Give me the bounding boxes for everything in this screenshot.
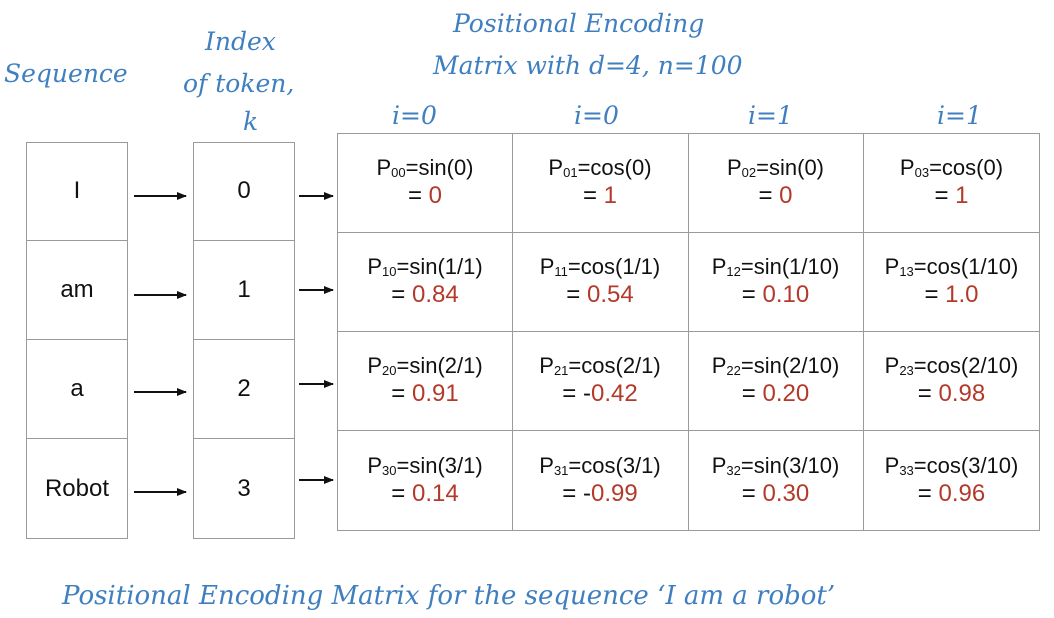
index-heading-line2: of token, (183, 69, 295, 98)
cell-value: 1 (603, 182, 618, 210)
column-header-0: i=0 (392, 101, 437, 130)
cell-result: = 0.14 (391, 480, 459, 508)
index-divider (193, 240, 295, 241)
cell-formula: P20=sin(2/1) (367, 352, 483, 378)
token-cell: I (73, 177, 81, 204)
cell-formula: P11=cos(1/1) (539, 253, 661, 279)
sequence-heading: Sequence (4, 59, 128, 88)
cell-result: = 0.91 (391, 380, 459, 408)
matrix-cell: P21=cos(2/1) = -0.42 (512, 331, 688, 430)
cell-formula: P00=sin(0) (376, 154, 474, 180)
cell-result: = 1 (582, 182, 618, 210)
matrix-cell: P33=cos(3/10) = 0.96 (863, 430, 1040, 531)
matrix-cell: P32=sin(3/10) = 0.30 (688, 430, 863, 531)
cell-formula: P32=sin(3/10) (711, 452, 840, 478)
column-header-1: i=0 (574, 101, 619, 130)
index-cell: 2 (237, 375, 251, 402)
cell-value: 0.10 (762, 281, 810, 309)
sequence-divider (26, 339, 128, 340)
token-cell: Robot (44, 475, 110, 502)
matrix-cell: P20=sin(2/1) = 0.91 (337, 331, 513, 430)
cell-result: = 0.84 (391, 281, 459, 309)
matrix-divider (337, 232, 1040, 233)
index-divider (193, 438, 295, 439)
matrix-divider (863, 133, 864, 531)
cell-formula: P31=cos(3/1) (539, 452, 661, 478)
matrix-cell: P03=cos(0) = 1 (863, 133, 1040, 232)
cell-value: 0.54 (586, 281, 634, 309)
index-cell: 3 (237, 475, 251, 502)
index-heading-line3: k (243, 107, 259, 136)
cell-result: = 1 (934, 182, 969, 210)
cell-result: = 0.30 (741, 480, 810, 508)
cell-value: 0 (779, 182, 793, 210)
matrix-divider (512, 133, 513, 531)
matrix-cell: P02=sin(0) = 0 (688, 133, 863, 232)
index-cell: 1 (237, 276, 251, 303)
cell-value: 0 (428, 182, 443, 210)
matrix-divider (337, 331, 1040, 332)
cell-value: 0.96 (938, 480, 986, 508)
cell-result: = 0.54 (566, 281, 634, 309)
matrix-cell: P30=sin(3/1) = 0.14 (337, 430, 513, 531)
cell-result: = 0.20 (741, 380, 810, 408)
cell-formula: P02=sin(0) (726, 154, 824, 180)
cell-result: = 0 (758, 182, 793, 210)
index-cell: 0 (237, 177, 251, 204)
token-cell: a (70, 375, 84, 402)
matrix-cell: P13=cos(1/10) = 1.0 (863, 232, 1040, 331)
cell-formula: P33=cos(3/10) (884, 452, 1019, 478)
cell-value: 0.98 (938, 380, 986, 408)
sequence-divider (26, 240, 128, 241)
cell-formula: P10=sin(1/1) (367, 253, 483, 279)
cell-formula: P30=sin(3/1) (367, 452, 483, 478)
column-header-2: i=1 (748, 101, 793, 130)
cell-result: = 0 (407, 182, 443, 210)
token-cell: am (60, 276, 94, 303)
cell-formula: P22=sin(2/10) (711, 352, 840, 378)
cell-result: = 0.96 (917, 480, 986, 508)
cell-formula: P12=sin(1/10) (711, 253, 840, 279)
column-header-3: i=1 (937, 101, 982, 130)
cell-value: 0.99 (590, 480, 638, 508)
index-divider (193, 339, 295, 340)
matrix-cell: P12=sin(1/10) = 0.10 (688, 232, 863, 331)
cell-formula: P21=cos(2/1) (539, 352, 661, 378)
cell-formula: P13=cos(1/10) (884, 253, 1019, 279)
matrix-cell: P11=cos(1/1) = 0.54 (512, 232, 688, 331)
cell-value: 0.91 (411, 380, 459, 408)
cell-result: = 0.98 (917, 380, 986, 408)
matrix-cell: P00=sin(0) = 0 (337, 133, 513, 232)
cell-formula: P03=cos(0) (899, 154, 1004, 180)
matrix-divider (688, 133, 689, 531)
cell-result: = -0.42 (562, 380, 638, 408)
matrix-cell: P22=sin(2/10) = 0.20 (688, 331, 863, 430)
index-heading-line1: Index (205, 27, 276, 56)
cell-value: 0.20 (762, 380, 810, 408)
cell-value: 0.84 (411, 281, 459, 309)
cell-value: 0.30 (762, 480, 810, 508)
cell-result: = 1.0 (924, 281, 979, 309)
cell-value: 0.14 (411, 480, 459, 508)
matrix-divider (337, 430, 1040, 431)
pe-title-line1: Positional Encoding (453, 9, 705, 38)
cell-value: 1 (955, 182, 969, 210)
caption: Positional Encoding Matrix for the seque… (62, 581, 836, 611)
cell-formula: P23=cos(2/10) (884, 352, 1019, 378)
sequence-divider (26, 438, 128, 439)
matrix-cell: P10=sin(1/1) = 0.84 (337, 232, 513, 331)
cell-value: 0.42 (590, 380, 638, 408)
matrix-cell: P31=cos(3/1) = -0.99 (512, 430, 688, 531)
sequence-column (26, 142, 128, 539)
matrix-cell: P23=cos(2/10) = 0.98 (863, 331, 1040, 430)
index-column (193, 142, 295, 539)
cell-formula: P01=cos(0) (548, 154, 652, 180)
cell-result: = -0.99 (562, 480, 638, 508)
matrix-cell: P01=cos(0) = 1 (512, 133, 688, 232)
pe-title-line2: Matrix with d=4, n=100 (433, 51, 743, 80)
cell-result: = 0.10 (741, 281, 810, 309)
cell-value: 1.0 (945, 281, 979, 309)
